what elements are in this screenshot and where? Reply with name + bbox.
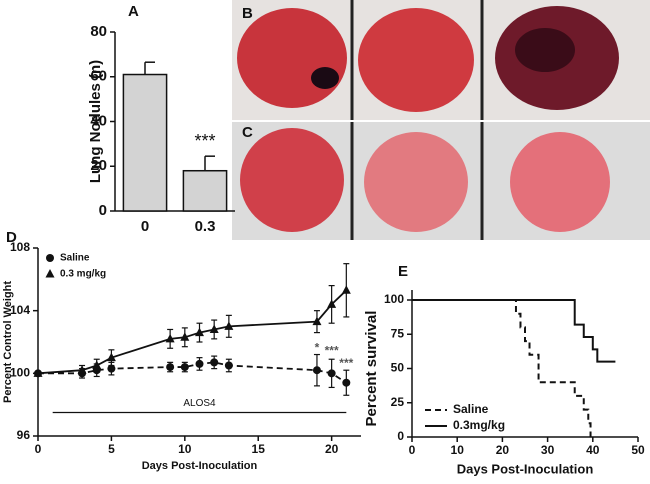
x-tick-label: 0.3 — [195, 218, 216, 235]
marker — [180, 363, 189, 372]
y-tick-label: 40 — [90, 112, 107, 129]
y-tick-label: 0 — [99, 202, 107, 219]
marker — [106, 352, 116, 362]
y-axis-label: Percent survival — [363, 311, 380, 427]
legend-label: 0.3 mg/kg — [60, 269, 106, 280]
panel-label: D — [6, 229, 17, 246]
panel-label: C — [242, 124, 253, 141]
marker — [195, 359, 204, 368]
x-axis-label: Days Post-Inoculation — [142, 460, 258, 472]
y-tick-label: 104 — [10, 303, 30, 317]
x-tick-label: 10 — [178, 442, 192, 456]
lung — [240, 128, 344, 232]
x-tick-label: 5 — [108, 442, 115, 456]
y-tick-label: 75 — [391, 326, 405, 340]
y-tick-label: 60 — [90, 68, 107, 85]
y-tick-label: 96 — [17, 428, 31, 442]
legend-marker — [46, 254, 54, 262]
x-tick-label: 20 — [325, 442, 339, 456]
marker — [327, 299, 337, 308]
panel-label: A — [128, 3, 139, 20]
x-tick-label: 30 — [541, 443, 555, 457]
y-axis-label: Lung Nodules (n) — [87, 60, 104, 183]
x-tick-label: 15 — [252, 442, 266, 456]
y-tick-label: 0 — [397, 429, 404, 443]
y-tick-label: 80 — [90, 23, 107, 40]
legend-label: Saline — [60, 253, 90, 264]
x-axis-label: Days Post-Inoculation — [457, 461, 594, 476]
bar — [182, 169, 228, 212]
y-tick-label: 20 — [90, 157, 107, 174]
treatment-label: ALOS4 — [183, 398, 216, 409]
marker — [341, 285, 351, 294]
marker — [166, 363, 175, 372]
annotation: *** — [325, 344, 339, 358]
series-line — [37, 289, 347, 375]
legend-label: 0.3mg/kg — [453, 418, 505, 432]
x-tick-label: 0 — [141, 218, 149, 235]
marker — [92, 360, 102, 369]
annotation: * — [315, 340, 320, 354]
marker — [224, 321, 234, 330]
legend-marker — [45, 269, 55, 278]
nodule — [515, 28, 575, 72]
nodule — [311, 67, 339, 89]
marker — [312, 366, 321, 375]
marker — [342, 378, 351, 387]
marker — [33, 368, 43, 377]
panel-label: E — [398, 263, 408, 280]
marker — [107, 364, 116, 373]
annotation: *** — [194, 131, 215, 151]
marker — [77, 365, 87, 374]
lung — [364, 132, 468, 232]
marker — [165, 333, 175, 343]
y-tick-label: 108 — [10, 240, 30, 254]
marker — [210, 358, 219, 367]
x-tick-label: 20 — [496, 443, 510, 457]
survival-line — [412, 299, 592, 437]
survival-line — [412, 299, 616, 363]
x-tick-label: 40 — [586, 443, 600, 457]
panel-label: B — [242, 5, 253, 22]
y-tick-label: 50 — [391, 361, 405, 375]
x-tick-label: 0 — [35, 442, 42, 456]
marker — [180, 332, 190, 341]
marker — [312, 316, 322, 326]
legend-label: Saline — [453, 402, 489, 416]
annotation: *** — [339, 356, 353, 370]
lung — [510, 132, 610, 232]
marker — [195, 327, 204, 337]
x-tick-label: 10 — [451, 443, 465, 457]
y-tick-label: 100 — [10, 366, 30, 380]
y-tick-label: 25 — [391, 395, 405, 409]
marker — [327, 369, 336, 378]
x-tick-label: 0 — [409, 443, 416, 457]
marker — [209, 324, 219, 333]
marker — [224, 361, 233, 370]
y-axis-label: Percent Control Weight — [2, 281, 14, 403]
lung — [358, 8, 474, 112]
lung-photos: B C — [232, 0, 650, 240]
bar — [122, 73, 168, 212]
lung — [237, 8, 347, 108]
x-tick-label: 50 — [631, 443, 645, 457]
y-tick-label: 100 — [384, 292, 404, 306]
